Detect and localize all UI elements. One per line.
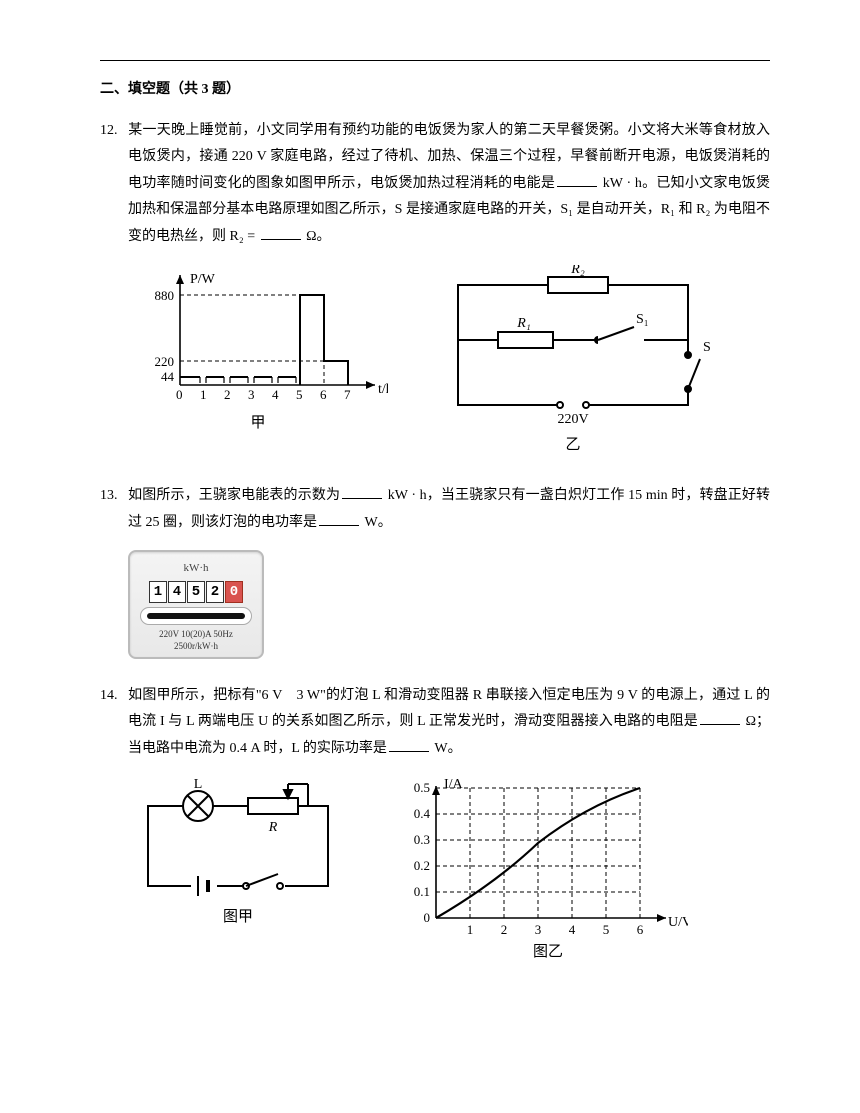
q14-circuit-svg: L R 图甲	[128, 776, 348, 926]
q14-label-r: R	[268, 820, 278, 835]
q14-blank-1[interactable]	[700, 710, 740, 725]
svg-text:4: 4	[569, 922, 576, 937]
question-12: 12.某一天晚上睡觉前，小文同学用有预约功能的电饭煲为家人的第二天早餐煲粥。小文…	[100, 118, 770, 459]
svg-text:3: 3	[535, 922, 542, 937]
svg-text:220: 220	[155, 354, 175, 369]
svg-text:880: 880	[155, 288, 175, 303]
svg-text:2: 2	[501, 922, 508, 937]
q14-fig-yi-caption: 图乙	[533, 943, 563, 960]
q13-unit-b: W。	[361, 515, 392, 530]
top-rule	[100, 60, 770, 61]
meter-unit-label: kW·h	[136, 558, 256, 579]
q12-blank-2[interactable]	[261, 225, 301, 240]
q12-label-v: 220V	[557, 412, 588, 427]
q14-unit-b: W。	[431, 741, 462, 756]
q12-figures: P/W t/h 0 1 2 3 4 5 6 7 880	[128, 265, 770, 460]
energy-meter: kW·h 1 4 5 2 0 220V 10(20)A 50Hz 2500r/k…	[128, 550, 264, 658]
question-13: 13.如图所示，王骁家电能表的示数为 kW · h，当王骁家只有一盏白炽灯工作 …	[100, 483, 770, 658]
svg-text:1: 1	[467, 922, 474, 937]
svg-text:0: 0	[424, 910, 431, 925]
q14-text: 14.如图甲所示，把标有"6 V 3 W"的灯泡 L 和滑动变阻器 R 串联接入…	[100, 683, 770, 763]
svg-text:7: 7	[344, 387, 351, 402]
q14-num: 14.	[100, 683, 128, 710]
q14-text-a: 如图甲所示，把标有"6 V 3 W"的灯泡 L 和滑动变阻器 R 串联接入恒定电…	[128, 688, 770, 730]
svg-text:0.2: 0.2	[414, 858, 430, 873]
q14-ylabel: I/A	[444, 777, 464, 792]
q12-unit-b: Ω。	[303, 229, 331, 244]
q14-chart-svg: I/A U/V 0 0.1 0.2 0.3 0.4 0.5 1 2 3 4	[388, 776, 688, 961]
q12-fig-yi-caption: 乙	[565, 431, 580, 460]
q12-label-s: S	[703, 340, 711, 355]
meter-spec-2: 2500r/kW·h	[136, 641, 256, 653]
q13-text-a: 如图所示，王骁家电能表的示数为	[128, 488, 340, 503]
meter-digit-3: 5	[187, 581, 205, 603]
q14-fig-jia: L R 图甲	[128, 776, 348, 961]
q14-xticks: 1 2 3 4 5 6	[467, 922, 644, 937]
q12-fig-jia-caption: 甲	[250, 415, 265, 431]
q14-figures: L R 图甲	[128, 776, 770, 961]
meter-digit-1: 1	[149, 581, 167, 603]
svg-text:0.3: 0.3	[414, 832, 430, 847]
q14-fig-yi: I/A U/V 0 0.1 0.2 0.3 0.4 0.5 1 2 3 4	[388, 776, 688, 961]
meter-digit-5: 0	[225, 581, 243, 603]
q12-xticks: 0 1 2 3 4 5 6 7	[176, 387, 351, 402]
q12-chart-svg: P/W t/h 0 1 2 3 4 5 6 7 880	[128, 265, 388, 435]
q12-circuit-svg: R₂ R₁ S₁ S 220V	[428, 265, 718, 435]
q14-fig-jia-caption: 图甲	[223, 908, 253, 925]
q12-label-r2: R₂	[570, 265, 585, 277]
svg-text:2: 2	[224, 387, 231, 402]
svg-text:3: 3	[248, 387, 255, 402]
q12-text: 12.某一天晚上睡觉前，小文同学用有预约功能的电饭煲为家人的第二天早餐煲粥。小文…	[100, 118, 770, 251]
svg-text:4: 4	[272, 387, 279, 402]
q13-text: 13.如图所示，王骁家电能表的示数为 kW · h，当王骁家只有一盏白炽灯工作 …	[100, 483, 770, 536]
svg-text:6: 6	[637, 922, 644, 937]
q12-num: 12.	[100, 118, 128, 145]
section-title: 二、填空题（共 3 题）	[100, 77, 770, 104]
q12-fig-jia: P/W t/h 0 1 2 3 4 5 6 7 880	[128, 265, 388, 460]
q12-blank-1[interactable]	[557, 172, 597, 187]
q14-xlabel: U/V	[668, 915, 688, 930]
q12-yticks: 880 220 44	[155, 288, 175, 384]
q12-fig-yi: R₂ R₁ S₁ S 220V 乙	[428, 265, 718, 460]
meter-disk	[140, 607, 252, 625]
meter-digit-4: 2	[206, 581, 224, 603]
svg-text:5: 5	[296, 387, 303, 402]
meter-digits: 1 4 5 2 0	[136, 581, 256, 603]
svg-text:0.4: 0.4	[414, 806, 431, 821]
q12-ylabel: P/W	[190, 272, 216, 287]
svg-text:44: 44	[161, 369, 175, 384]
svg-text:0: 0	[176, 387, 183, 402]
q12-unit-a: kW · h。	[599, 176, 656, 191]
q12-xlabel: t/h	[378, 382, 388, 397]
question-14: 14.如图甲所示，把标有"6 V 3 W"的灯泡 L 和滑动变阻器 R 串联接入…	[100, 683, 770, 962]
q14-yticks: 0 0.1 0.2 0.3 0.4 0.5	[414, 780, 431, 925]
q14-label-l: L	[194, 777, 203, 792]
svg-text:0.5: 0.5	[414, 780, 430, 795]
q13-blank-2[interactable]	[319, 511, 359, 526]
svg-text:6: 6	[320, 387, 327, 402]
svg-text:0.1: 0.1	[414, 884, 430, 899]
q13-blank-1[interactable]	[342, 484, 382, 499]
svg-text:5: 5	[603, 922, 610, 937]
q14-blank-2[interactable]	[389, 737, 429, 752]
q13-num: 13.	[100, 483, 128, 510]
svg-text:1: 1	[200, 387, 207, 402]
meter-digit-2: 4	[168, 581, 186, 603]
meter-spec-1: 220V 10(20)A 50Hz	[136, 629, 256, 641]
q12-label-s1: S₁	[636, 312, 649, 327]
q12-label-r1: R₁	[516, 316, 530, 331]
